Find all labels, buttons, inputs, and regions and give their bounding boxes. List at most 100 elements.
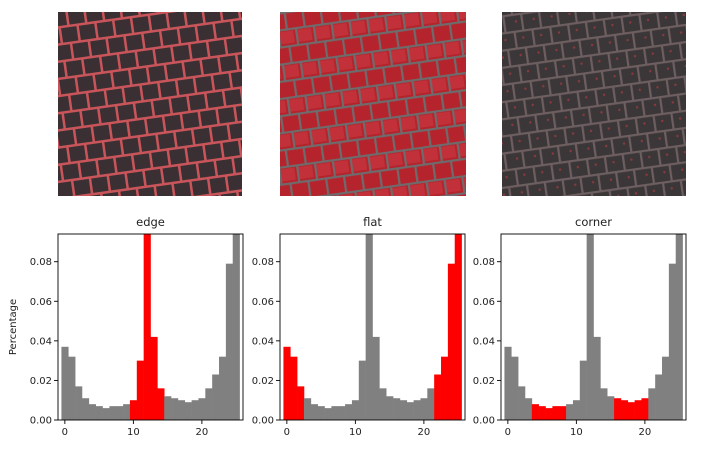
bar bbox=[109, 406, 117, 420]
bar bbox=[648, 388, 656, 420]
y-tick-label: 0.06 bbox=[30, 297, 52, 308]
bar bbox=[198, 398, 206, 420]
bar bbox=[116, 406, 124, 420]
y-tick-label: 0.06 bbox=[252, 297, 274, 308]
x-tick-label: 0 bbox=[505, 427, 511, 438]
bar bbox=[393, 398, 401, 420]
bar bbox=[358, 360, 366, 420]
bar bbox=[164, 396, 172, 420]
bar bbox=[668, 263, 677, 420]
y-tick-label: 0.04 bbox=[252, 336, 274, 347]
bar bbox=[212, 374, 220, 420]
bar bbox=[129, 400, 138, 420]
bar bbox=[600, 388, 608, 420]
panel-title: edge bbox=[136, 215, 165, 229]
histogram-corner: 0 10 20 0.00 0.02 0.04 0.06 0.08 corner bbox=[473, 215, 687, 438]
bar bbox=[123, 404, 131, 420]
bar bbox=[434, 374, 442, 420]
bar bbox=[297, 386, 305, 420]
y-tick-label: 0.00 bbox=[30, 416, 52, 427]
bar bbox=[641, 398, 649, 420]
bar bbox=[171, 398, 179, 420]
x-tick-label: 20 bbox=[639, 427, 652, 438]
texture-image-flat bbox=[280, 12, 466, 196]
bar bbox=[399, 400, 408, 420]
bar bbox=[427, 388, 435, 420]
bar bbox=[655, 374, 663, 420]
bar bbox=[662, 356, 670, 420]
bar bbox=[191, 400, 199, 420]
histogram-flat: 0 10 20 0.00 0.02 0.04 0.06 0.08 flat bbox=[252, 215, 466, 438]
bar bbox=[81, 398, 90, 420]
bar bbox=[607, 396, 615, 420]
panel-title: flat bbox=[363, 215, 382, 229]
bar bbox=[205, 388, 213, 420]
bar bbox=[634, 400, 642, 420]
bar bbox=[338, 406, 346, 420]
bar bbox=[351, 400, 360, 420]
bar bbox=[511, 356, 519, 420]
bar bbox=[559, 406, 567, 420]
bar bbox=[157, 388, 165, 420]
bar bbox=[518, 386, 526, 420]
y-tick-label: 0.00 bbox=[473, 416, 495, 427]
bar bbox=[345, 404, 353, 420]
bar bbox=[406, 402, 414, 420]
y-tick-label: 0.06 bbox=[473, 297, 495, 308]
bar bbox=[579, 360, 587, 420]
bar bbox=[232, 234, 240, 420]
bar bbox=[310, 404, 318, 420]
y-tick-label: 0.02 bbox=[30, 376, 52, 387]
bar bbox=[290, 356, 298, 420]
bar bbox=[454, 234, 462, 420]
texture-image-corner bbox=[502, 12, 686, 196]
bar bbox=[386, 396, 394, 420]
panel-title: corner bbox=[575, 215, 612, 229]
y-tick-label: 0.00 bbox=[252, 416, 274, 427]
bar bbox=[675, 234, 683, 420]
bar bbox=[88, 404, 96, 420]
axes-frame bbox=[279, 233, 466, 421]
bar bbox=[324, 408, 332, 420]
bars bbox=[283, 234, 462, 420]
texture-image-edge bbox=[58, 12, 242, 196]
bar bbox=[572, 400, 581, 420]
bar bbox=[225, 263, 234, 420]
bar bbox=[504, 346, 512, 420]
bar bbox=[95, 406, 103, 420]
bar bbox=[372, 336, 380, 420]
bar bbox=[184, 402, 192, 420]
bar bbox=[620, 400, 629, 420]
bar bbox=[177, 400, 186, 420]
bar bbox=[420, 398, 428, 420]
bar bbox=[447, 263, 456, 420]
axes-frame bbox=[500, 233, 687, 421]
x-tick-label: 10 bbox=[349, 427, 362, 438]
bar bbox=[61, 346, 69, 420]
y-tick-label: 0.08 bbox=[30, 257, 52, 268]
y-tick-label: 0.04 bbox=[30, 336, 52, 347]
bar bbox=[331, 406, 339, 420]
x-tick-label: 0 bbox=[62, 427, 68, 438]
bar bbox=[614, 398, 622, 420]
bar bbox=[136, 360, 144, 420]
y-tick-label: 0.04 bbox=[473, 336, 495, 347]
bar bbox=[143, 234, 151, 420]
x-tick-label: 0 bbox=[284, 427, 290, 438]
bar bbox=[627, 402, 635, 420]
histograms: 0 10 20 0.00 0.02 0.04 0.06 0.08 edge 0 10 20 0.00 0.… bbox=[8, 215, 687, 438]
bar bbox=[524, 398, 533, 420]
bars bbox=[61, 234, 240, 420]
y-tick-label: 0.08 bbox=[252, 257, 274, 268]
y-tick-label: 0.02 bbox=[252, 376, 274, 387]
texture-images bbox=[58, 12, 686, 196]
axes-frame bbox=[57, 233, 244, 421]
x-tick-label: 10 bbox=[570, 427, 583, 438]
y-axis-label: Percentage bbox=[8, 299, 19, 355]
bar bbox=[379, 388, 387, 420]
bar bbox=[552, 406, 560, 420]
bar bbox=[283, 346, 291, 420]
y-tick-label: 0.02 bbox=[473, 376, 495, 387]
